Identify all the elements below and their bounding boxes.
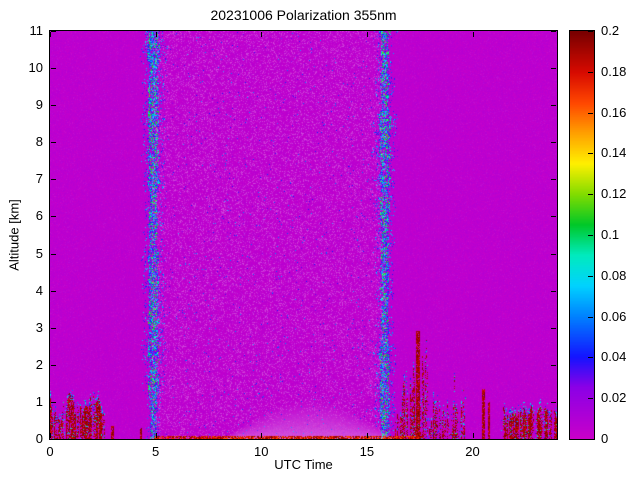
colorbar-tick-label: 0.1 [601, 227, 620, 242]
y-tick-mark [51, 216, 56, 218]
y-tick-label: 6 [35, 208, 43, 224]
y-tick-mark [51, 253, 56, 255]
x-tick-mark [155, 32, 157, 37]
y-tick-mark [51, 401, 56, 403]
y-tick-mark [51, 364, 56, 366]
y-tick-mark [51, 439, 56, 440]
colorbar-tick-mark [588, 398, 593, 400]
y-tick-mark [551, 401, 556, 403]
colorbar-tick-label: 0.14 [601, 145, 627, 161]
y-tick-label: 0 [35, 431, 43, 446]
colorbar-tick-mark [588, 316, 593, 318]
y-tick-mark [551, 290, 556, 292]
y-tick-mark [551, 105, 556, 107]
colorbar-tick-label: 0.02 [601, 390, 627, 406]
colorbar-tick-label: 0.06 [601, 308, 627, 324]
y-tick-mark [551, 31, 556, 32]
x-tick-mark [261, 433, 263, 438]
x-tick-mark [472, 32, 474, 37]
colorbar-tick-label: 0.16 [601, 104, 627, 120]
y-tick-mark [551, 68, 556, 70]
colorbar-tick-label: 0 [601, 431, 609, 446]
x-tick-label: 0 [46, 444, 54, 459]
colorbar-tick-mark [588, 112, 593, 114]
colorbar-tick-label: 0.08 [601, 267, 627, 283]
y-tick-label: 5 [35, 245, 43, 261]
colorbar-tick-label: 0.04 [601, 349, 627, 365]
y-tick-label: 7 [35, 171, 43, 187]
y-tick-mark [51, 290, 56, 292]
y-tick-label: 3 [35, 319, 43, 335]
y-tick-mark [551, 364, 556, 366]
y-tick-label: 4 [35, 282, 43, 298]
colorbar-tick-mark [588, 31, 593, 32]
y-tick-mark [551, 253, 556, 255]
heatmap-canvas [50, 31, 557, 439]
y-tick-mark [551, 179, 556, 181]
y-axis-label: Altitude [km] [6, 199, 22, 271]
y-tick-mark [51, 31, 56, 32]
y-tick-label: 2 [35, 356, 43, 372]
colorbar-tick-mark [588, 71, 593, 73]
y-tick-mark [51, 142, 56, 144]
y-tick-mark [551, 327, 556, 329]
colorbar-tick-mark [588, 357, 593, 359]
y-tick-mark [51, 68, 56, 70]
chart-title: 20231006 Polarization 355nm [210, 7, 397, 23]
y-tick-mark [551, 439, 556, 440]
x-tick-mark [366, 433, 368, 438]
x-tick-mark [50, 433, 51, 438]
colorbar-tick-mark [588, 194, 593, 196]
x-axis-label: UTC Time [274, 457, 333, 472]
y-tick-label: 11 [29, 23, 44, 38]
colorbar-tick-label: 0.18 [601, 63, 627, 79]
y-tick-mark [51, 327, 56, 329]
colorbar-tick-label: 0.12 [601, 186, 627, 202]
x-tick-mark [50, 32, 51, 37]
y-tick-label: 9 [35, 97, 43, 113]
y-tick-mark [51, 105, 56, 107]
y-tick-mark [551, 142, 556, 144]
x-tick-label: 20 [465, 444, 480, 459]
x-tick-mark [366, 32, 368, 37]
x-tick-mark [261, 32, 263, 37]
x-tick-mark [155, 433, 157, 438]
colorbar-tick-mark [588, 275, 593, 277]
y-tick-mark [551, 216, 556, 218]
x-tick-mark [472, 433, 474, 438]
y-tick-mark [51, 179, 56, 181]
colorbar-tick-label: 0.2 [601, 23, 620, 38]
colorbar-tick-mark [588, 235, 593, 236]
y-tick-label: 10 [28, 60, 43, 76]
x-tick-label: 10 [254, 444, 269, 459]
y-tick-label: 1 [35, 393, 43, 409]
y-tick-label: 8 [35, 134, 43, 150]
x-tick-label: 5 [152, 444, 160, 459]
colorbar-tick-mark [588, 153, 593, 155]
x-tick-label: 15 [359, 444, 375, 459]
colorbar-tick-mark [588, 439, 593, 440]
